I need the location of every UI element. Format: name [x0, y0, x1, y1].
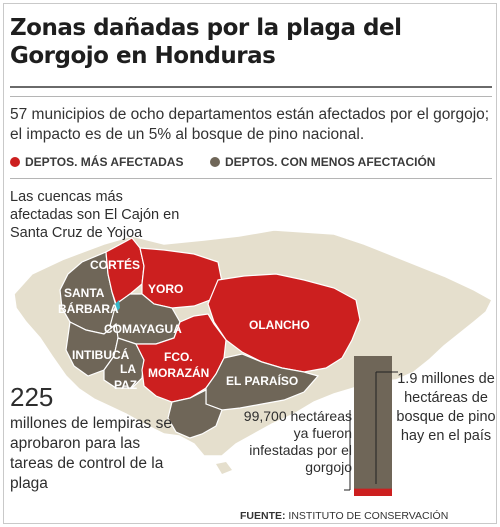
- hectares-bar: [344, 356, 398, 496]
- legend-less: DEPTOS. CON MENOS AFECTACIÓN: [210, 155, 435, 169]
- label-comayagua: COMAYAGUA: [104, 322, 182, 336]
- basin-note: Las cuencas más afectadas son El Cajón e…: [10, 189, 180, 241]
- label-santa-barbara-line2: BÁRBARA: [58, 302, 119, 316]
- legend-less-label: DEPTOS. CON MENOS AFECTACIÓN: [225, 155, 436, 169]
- infographic-title: Zonas dañadas por la plaga del Gorgojo e…: [10, 15, 402, 69]
- dept-south-less: [167, 389, 223, 439]
- dept-cortes: [105, 237, 145, 305]
- label-olancho: OLANCHO: [249, 318, 310, 332]
- legend-less-swatch: [210, 157, 220, 167]
- label-el-paraiso: EL PARAÍSO: [226, 374, 299, 388]
- total-forest-bar: [354, 356, 392, 496]
- money-text: millones de lempiras se aprobaron para l…: [10, 415, 172, 492]
- label-la-paz-line2: PAZ: [114, 378, 138, 392]
- infested-bar: [354, 488, 392, 496]
- source-credit: FUENTE: INSTITUTO DE CONSERVACIÓN FOREST…: [240, 510, 496, 523]
- lake-yojoa-icon: [115, 300, 120, 312]
- title-divider-thin: [10, 96, 492, 97]
- infographic: Zonas dañadas por la plaga del Gorgojo e…: [3, 3, 497, 524]
- infested-label: 99,700 hectáreas ya fueron infestadas po…: [243, 408, 352, 475]
- legend-most: DEPTOS. MÁS AFECTADAS: [10, 155, 183, 169]
- gulf-islands: [216, 462, 232, 474]
- label-yoro: YORO: [148, 282, 184, 296]
- money-number: 225: [10, 382, 54, 412]
- source-prefix: FUENTE:: [240, 510, 286, 522]
- intro-text: 57 municipios de ocho departamentos está…: [10, 106, 490, 143]
- source-text: INSTITUTO DE CONSERVACIÓN FORESTAL (ICF): [240, 510, 449, 523]
- label-cortes: CORTÉS: [90, 258, 141, 272]
- label-fco-morazan-line1: FCO.: [164, 350, 193, 364]
- honduras-map: [13, 229, 493, 474]
- label-la-paz-line1: LA: [120, 362, 136, 376]
- legend-divider: [10, 178, 492, 179]
- legend-most-swatch: [10, 157, 20, 167]
- label-fco-morazan-line2: MORAZÁN: [148, 366, 210, 380]
- legend-most-label: DEPTOS. MÁS AFECTADAS: [25, 155, 184, 169]
- total-label: 1.9 millones de hectáreas de bosque de p…: [396, 371, 496, 444]
- dept-yoro: [139, 247, 223, 309]
- title-divider: [10, 86, 492, 88]
- label-santa-barbara-line1: SANTA: [64, 286, 105, 300]
- label-intibuca: INTIBUCÁ: [72, 348, 130, 362]
